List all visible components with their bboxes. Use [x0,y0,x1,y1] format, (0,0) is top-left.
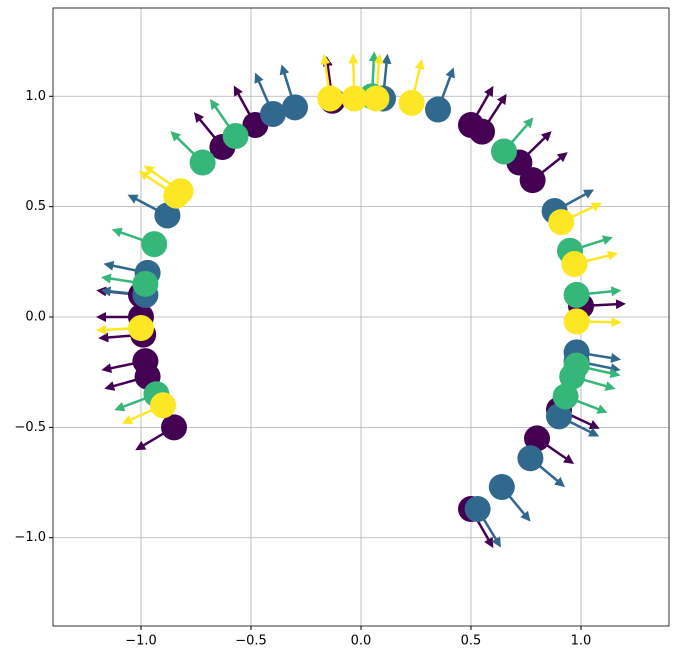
point [546,403,572,430]
point [141,231,168,258]
point [161,414,187,441]
y-tick-label: −0.5 [14,420,46,435]
point [260,100,286,127]
point [150,392,176,419]
x-tick-label: 0.0 [351,634,372,649]
point [163,182,190,209]
point [464,496,491,523]
point [491,138,517,165]
point [548,209,575,236]
point [398,89,425,116]
y-tick-label: 0.5 [25,199,46,214]
x-tick-label: −1.0 [125,634,157,649]
point [189,149,216,176]
point [561,251,588,278]
point [552,383,579,410]
point [282,94,308,121]
x-tick-label: −0.5 [235,634,267,649]
point [425,96,451,123]
point [469,118,495,145]
y-tick-label: 0.0 [25,310,46,325]
point [128,315,154,342]
point [341,85,368,112]
point [517,445,544,472]
point [154,202,181,229]
point [317,85,344,112]
point [519,167,546,194]
point [488,473,515,500]
point [363,85,390,112]
x-tick-label: 0.5 [461,634,482,649]
point [524,425,550,452]
y-tick-label: 1.0 [25,89,46,104]
point [563,308,590,335]
x-tick-label: 1.0 [571,634,592,649]
point [222,123,249,150]
point [563,352,590,379]
point [563,281,590,308]
y-tick-label: −1.0 [14,530,46,545]
point [132,270,159,297]
